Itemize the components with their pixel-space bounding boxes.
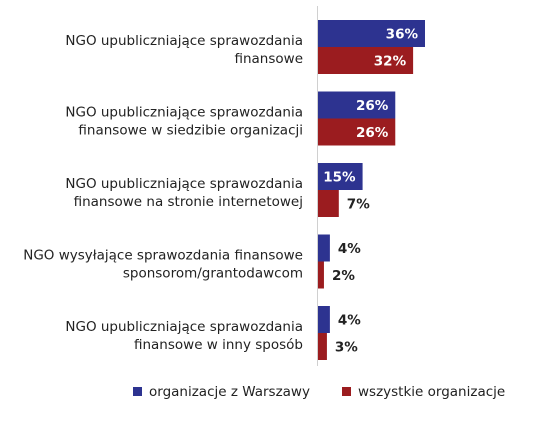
legend-label: organizacje z Warszawy <box>149 384 310 400</box>
data-label: 4% <box>338 313 361 329</box>
category-label-line: finansowe na stronie internetowej <box>74 194 303 210</box>
bar-warszawa <box>318 234 330 262</box>
category-label-line: sponsorom/grantodawcom <box>123 266 303 282</box>
bar-warszawa <box>318 20 425 47</box>
data-label: 15% <box>323 170 356 186</box>
category-label-line: finansowe w inny sposób <box>134 337 303 353</box>
legend-swatch <box>342 387 351 396</box>
bar-warszawa <box>318 91 396 119</box>
legend-swatch <box>133 387 142 396</box>
category-label: NGO wysyłające sprawozdania finansowe spo… <box>23 248 303 282</box>
bar-wszystkie <box>318 190 339 217</box>
bar-wszystkie <box>318 118 396 146</box>
bar-warszawa <box>318 163 363 190</box>
value-labels: 36% 32% 26% 26% 15% 7% 4% 2% 4% 3% <box>323 27 418 356</box>
category-label: NGO upubliczniające sprawozdania finansow… <box>65 176 303 210</box>
bar-wszystkie <box>318 333 327 360</box>
data-label: 26% <box>356 125 389 141</box>
category-label-line: NGO upubliczniające sprawozdania <box>65 319 303 335</box>
bars-group <box>318 20 425 360</box>
bar-wszystkie <box>318 47 414 74</box>
data-label: 36% <box>386 27 419 43</box>
data-label: 2% <box>332 268 355 284</box>
category-label-line: NGO wysyłające sprawozdania finansowe <box>23 248 303 264</box>
legend-label: wszystkie organizacje <box>358 384 505 400</box>
data-label: 3% <box>335 340 358 356</box>
bar-wszystkie <box>318 261 324 289</box>
legend: organizacje z Warszawy wszystkie organiza… <box>133 384 505 400</box>
category-label: NGO upubliczniające sprawozdania finansow… <box>65 105 303 139</box>
data-label: 26% <box>356 98 389 114</box>
category-labels: NGO upubliczniające sprawozdania finansow… <box>23 33 303 353</box>
category-label: NGO upubliczniające sprawozdania finansow… <box>65 319 303 353</box>
data-label: 7% <box>347 197 370 213</box>
category-label-line: NGO upubliczniające sprawozdania <box>65 33 303 49</box>
data-label: 32% <box>374 54 407 70</box>
bar-warszawa <box>318 306 330 333</box>
category-label-line: finansowe w siedzibie organizacji <box>78 123 303 139</box>
category-label-line: finansowe <box>234 51 303 67</box>
category-label: NGO upubliczniające sprawozdania finansow… <box>65 33 303 67</box>
data-label: 4% <box>338 241 361 257</box>
category-label-line: NGO upubliczniające sprawozdania <box>65 105 303 121</box>
category-label-line: NGO upubliczniające sprawozdania <box>65 176 303 192</box>
